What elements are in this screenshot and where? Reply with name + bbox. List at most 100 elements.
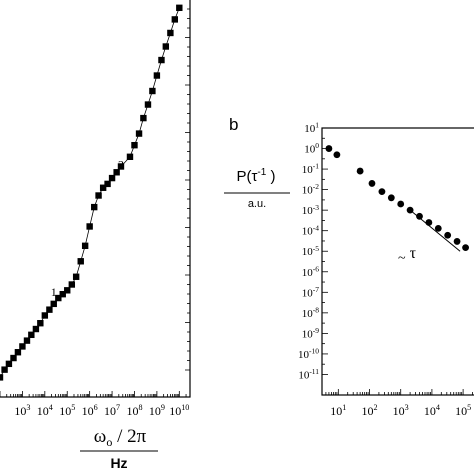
panel-a-x-axis-label: ωo / 2π <box>94 426 147 449</box>
panel-b-y-tick-label-4-exp: -3 <box>313 203 319 212</box>
panel-a-marker <box>108 174 116 182</box>
panel-b-y-axis-unit: a.u. <box>248 198 266 210</box>
panel-a-marker <box>37 320 44 327</box>
panel-a-x-tick-label-2-base: 10 <box>59 404 71 418</box>
panel-b-y-tick-label-9-base: 10 <box>302 308 314 320</box>
panel-b-marker <box>453 238 461 245</box>
panel-b-y-label-exp: -1 <box>257 167 266 178</box>
panel-b-y-tick-label-11-base: 10 <box>298 349 310 361</box>
panel-b-x-tick-label-0-exp: 1 <box>342 403 346 412</box>
panel-a-x-tick-label-6-exp: 9 <box>161 403 165 412</box>
panel-b-y-tick-label-6-base: 10 <box>302 246 314 258</box>
panel-b-y-tick-label-0-exp: 1 <box>315 121 319 130</box>
panel-b-y-tick-labels: 10110010-110-210-310-410-510-610-710-810… <box>298 121 319 382</box>
panel-a-marker <box>41 312 49 319</box>
panel-a-annotation-1: 1 <box>51 285 57 299</box>
panel-b-y-tick-label-7: 10-6 <box>302 264 319 278</box>
panel-a-x-tick-label-0-base: 10 <box>14 404 26 418</box>
panel-b-y-tick-label-6-exp: -5 <box>313 244 319 253</box>
panel-a-x-tick-label-0-exp: 3 <box>26 403 30 412</box>
panel-a-x-tick-label-5-exp: 8 <box>138 403 142 412</box>
panel-a-x-tick-label-7: 1010 <box>169 403 189 418</box>
panel-a-x-tick-label-6-base: 10 <box>149 404 161 418</box>
panel-b-y-tick-label-11-exp: -10 <box>309 347 319 356</box>
panel-a-marker <box>176 4 183 12</box>
panel-a-x-tick-label-4: 107 <box>104 403 120 418</box>
panel-b-marker <box>333 151 341 159</box>
panel-b-marker <box>416 212 423 220</box>
panel-a-x-tick-label-3-base: 10 <box>82 404 94 418</box>
panel-b-y-label-main: P(τ <box>236 168 257 185</box>
panel-b-y-tick-label-4: 10-3 <box>302 203 319 217</box>
panel-a-marker <box>149 87 156 95</box>
panel-b-x-tick-label-4-base: 10 <box>455 404 467 418</box>
panel-b-marker <box>368 180 376 187</box>
panel-a-marker <box>95 192 102 199</box>
panel-a-marker <box>99 184 107 191</box>
panel-a-x-label-rest: / 2π <box>112 426 146 447</box>
panel-a-annotation-2: 2 <box>118 157 124 171</box>
panel-b-y-tick-label-12: 10-11 <box>298 367 319 381</box>
panel-a-marker <box>113 169 120 176</box>
panel-a-marker <box>64 287 71 294</box>
panel-b-x-tick-label-1-base: 10 <box>361 404 373 418</box>
panel-a-marker <box>0 374 4 381</box>
panel-a-marker <box>117 163 125 170</box>
panel-b-marker <box>378 188 386 196</box>
panel-a-marker <box>153 72 161 79</box>
panel-a-x-axis-unit: Hz <box>110 455 127 471</box>
panel-b-y-tick-label-7-exp: -6 <box>313 264 319 273</box>
panel-a-marker <box>81 242 89 250</box>
panel-a-marker <box>23 337 31 344</box>
panel-b-slope-guide-label: ~ τ <box>398 245 417 266</box>
panel-a-x-tick-label-1-base: 10 <box>37 404 49 418</box>
panel-b-y-tick-label-10: 10-9 <box>302 326 319 340</box>
panel-b-x-tick-label-2: 103 <box>393 403 409 418</box>
panel-b-x-tick-label-3: 104 <box>424 403 440 418</box>
panel-b-y-tick-label-2: 10-1 <box>302 162 319 176</box>
panel-b-slope-guide-line <box>409 209 461 252</box>
panel-b-marker <box>434 224 442 232</box>
panel-a-marker <box>46 306 53 313</box>
panel-b-y-tick-label-7-base: 10 <box>302 267 314 279</box>
panel-b-y-tick-label-1-base: 10 <box>304 144 316 156</box>
panel-a-marker <box>50 300 57 308</box>
panel-b-y-tick-label-11: 10-10 <box>298 347 319 361</box>
panel-b-y-tick-label-5-base: 10 <box>302 226 314 238</box>
panel-b-y-label-close: ) <box>266 168 275 185</box>
panel-b-y-tick-label-3: 10-2 <box>302 182 319 196</box>
panel-b-y-tick-label-1-exp: 0 <box>315 141 319 150</box>
panel-b-marker <box>425 219 433 226</box>
panel-a-marker <box>126 153 134 160</box>
panel-a-x-label-main: ω <box>94 426 107 447</box>
panel-b-y-tick-label-9-exp: -8 <box>313 305 319 314</box>
panel-b-y-tick-label-3-base: 10 <box>302 185 314 197</box>
panel-a-x-tick-label-7-base: 10 <box>169 404 181 418</box>
panel-a-marker <box>5 360 13 368</box>
panel-b-chart: b 10110010-110-210-310-410-510-610-710-8… <box>224 115 474 418</box>
panel-a-x-tick-label-1: 104 <box>37 403 53 418</box>
panel-b-marker <box>444 231 452 239</box>
panel-a-marker <box>19 343 26 350</box>
panel-b-marker <box>387 194 395 202</box>
panel-a-x-tick-label-4-exp: 7 <box>116 403 120 412</box>
panel-b-y-tick-label-2-base: 10 <box>302 164 314 176</box>
panel-b-marker <box>462 244 469 252</box>
panel-b-x-tick-label-4: 105 <box>455 403 471 418</box>
panel-a-x-tick-label-5: 108 <box>126 403 142 418</box>
panel-a-marker <box>104 180 111 188</box>
panel-b-ticks <box>321 127 473 395</box>
panel-a-x-tick-label-1-exp: 4 <box>49 403 53 412</box>
panel-a-marker <box>86 223 93 230</box>
panel-b-label: b <box>229 115 238 134</box>
panel-a-marker <box>14 349 22 356</box>
panel-b-y-tick-label-8-base: 10 <box>302 287 314 299</box>
panel-b-guide-tilde: ~ <box>398 251 406 266</box>
panel-a-annotations: 12 <box>51 157 124 299</box>
panel-b-y-tick-label-4-base: 10 <box>302 205 314 217</box>
panel-a-x-tick-label-7-exp: 10 <box>181 403 189 412</box>
panel-a-series-line <box>0 7 180 378</box>
panel-b-x-tick-label-1-exp: 2 <box>373 403 377 412</box>
panel-a-marker <box>135 130 143 137</box>
